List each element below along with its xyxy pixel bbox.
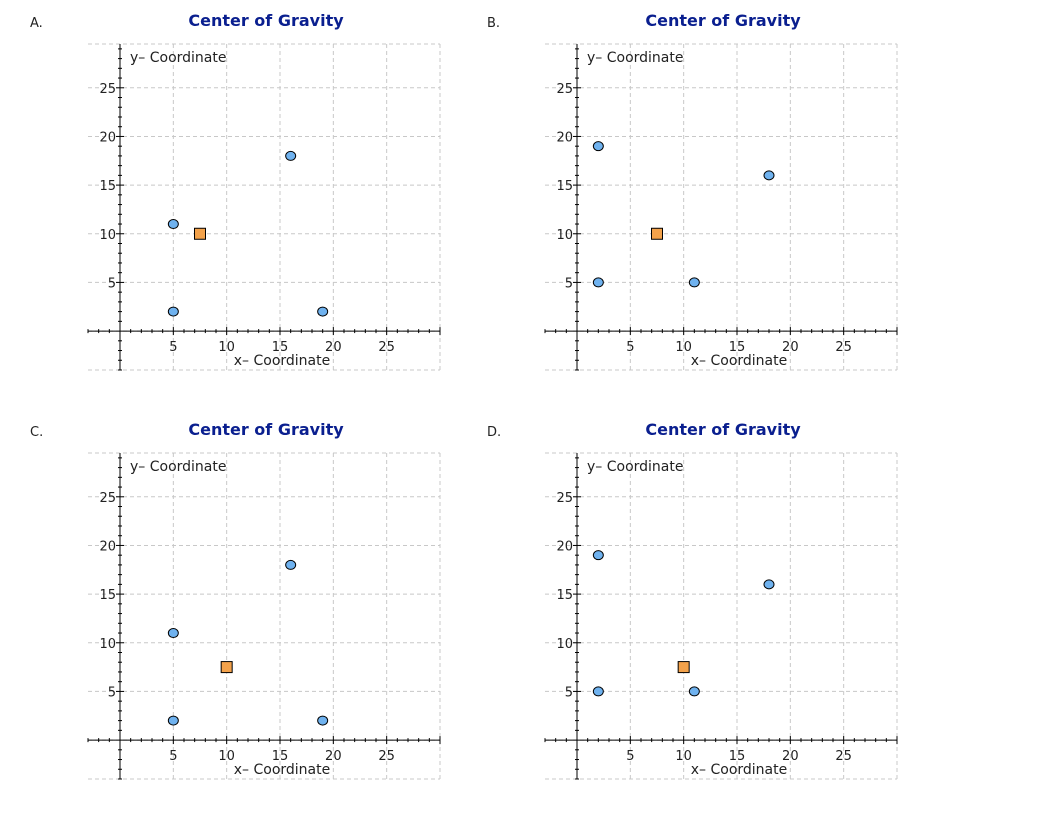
x-tick-label: 15 [272, 340, 289, 355]
data-point [763, 579, 775, 590]
y-tick-label: 10 [556, 637, 573, 652]
x-tick-label: 20 [325, 340, 342, 355]
center-of-gravity-marker [677, 661, 690, 674]
x-tick-label: 20 [782, 749, 799, 764]
y-tick-label: 20 [556, 539, 573, 554]
y-tick-label: 25 [556, 82, 573, 97]
x-tick-label: 5 [169, 749, 177, 764]
x-tick-label: 10 [675, 340, 692, 355]
data-point [592, 686, 604, 697]
data-point [167, 715, 179, 726]
y-axis-label: y– Coordinate [587, 459, 683, 475]
chart-title: Center of Gravity [188, 420, 344, 439]
panel-label: C. [30, 425, 44, 440]
data-point [688, 277, 700, 288]
y-tick-label: 25 [556, 491, 573, 506]
x-tick-label: 10 [218, 340, 235, 355]
x-axis-label: x– Coordinate [234, 353, 330, 369]
y-tick-label: 10 [99, 637, 116, 652]
y-tick-label: 25 [99, 491, 116, 506]
x-tick-label: 5 [626, 749, 634, 764]
chart-a: Center of Gravity 5 10 15 20 25 5 10 15 20 25 y– Co… [87, 11, 441, 371]
chart-d: Center of Gravity 5 10 15 20 25 5 10 15 20 25 y– Co… [544, 420, 898, 780]
center-of-gravity-marker [220, 661, 233, 674]
x-tick-label: 10 [218, 749, 235, 764]
chart-c: Center of Gravity 5 10 15 20 25 5 10 15 20 25 y– Co… [87, 420, 441, 780]
panel-b: B. Center of Gravity 5 10 15 20 25 5 10 15 20 25 y–… [457, 0, 984, 406]
y-tick-label: 15 [556, 588, 573, 603]
panel-label: D. [487, 425, 502, 440]
y-tick-label: 15 [99, 588, 116, 603]
data-point [688, 686, 700, 697]
x-tick-label: 20 [782, 340, 799, 355]
x-tick-label: 15 [272, 749, 289, 764]
panel-label: B. [487, 16, 501, 31]
chart-title: Center of Gravity [645, 11, 801, 30]
x-tick-label: 10 [675, 749, 692, 764]
x-tick-label: 25 [835, 340, 852, 355]
data-point [592, 550, 604, 561]
center-of-gravity-marker [194, 227, 206, 240]
x-tick-label: 25 [378, 749, 395, 764]
data-point [317, 715, 329, 726]
data-point [167, 219, 179, 230]
data-point [592, 277, 604, 288]
x-tick-label: 5 [626, 340, 634, 355]
x-tick-label: 15 [729, 340, 746, 355]
chart-title: Center of Gravity [645, 420, 801, 439]
y-tick-label: 25 [99, 82, 116, 97]
y-tick-label: 5 [108, 685, 116, 700]
chart-b: Center of Gravity 5 10 15 20 25 5 10 15 20 25 y– Co… [544, 11, 898, 371]
y-tick-label: 10 [99, 228, 116, 243]
y-tick-label: 15 [556, 179, 573, 194]
y-tick-label: 5 [565, 276, 573, 291]
data-point [592, 141, 604, 152]
panel-label: A. [30, 16, 43, 31]
y-tick-label: 5 [108, 276, 116, 291]
x-tick-label: 15 [729, 749, 746, 764]
y-tick-label: 20 [99, 130, 116, 145]
y-tick-label: 15 [99, 179, 116, 194]
x-tick-label: 25 [378, 340, 395, 355]
data-point [167, 306, 179, 317]
data-point [317, 306, 329, 317]
x-tick-label: 25 [835, 749, 852, 764]
data-point [763, 170, 775, 181]
x-tick-label: 5 [169, 340, 177, 355]
y-tick-label: 20 [556, 130, 573, 145]
center-of-gravity-marker [651, 227, 663, 240]
panel-a: A. Center of Gravity 5 10 15 20 25 5 10 15 20 25 y–… [0, 0, 527, 406]
chart-title: Center of Gravity [188, 11, 344, 30]
data-point [285, 559, 297, 570]
x-tick-label: 20 [325, 749, 342, 764]
x-axis-label: x– Coordinate [234, 762, 330, 778]
data-point [285, 150, 297, 161]
y-axis-label: y– Coordinate [130, 459, 226, 475]
y-axis-label: y– Coordinate [587, 50, 683, 66]
x-axis-label: x– Coordinate [691, 353, 787, 369]
panel-c: C. Center of Gravity 5 10 15 20 25 5 10 15 20 25 y–… [0, 409, 527, 815]
y-tick-label: 5 [565, 685, 573, 700]
panel-d: D. Center of Gravity 5 10 15 20 25 5 10 15 20 25 y–… [457, 409, 984, 815]
x-axis-label: x– Coordinate [691, 762, 787, 778]
y-tick-label: 20 [99, 539, 116, 554]
data-point [167, 628, 179, 639]
y-tick-label: 10 [556, 228, 573, 243]
y-axis-label: y– Coordinate [130, 50, 226, 66]
